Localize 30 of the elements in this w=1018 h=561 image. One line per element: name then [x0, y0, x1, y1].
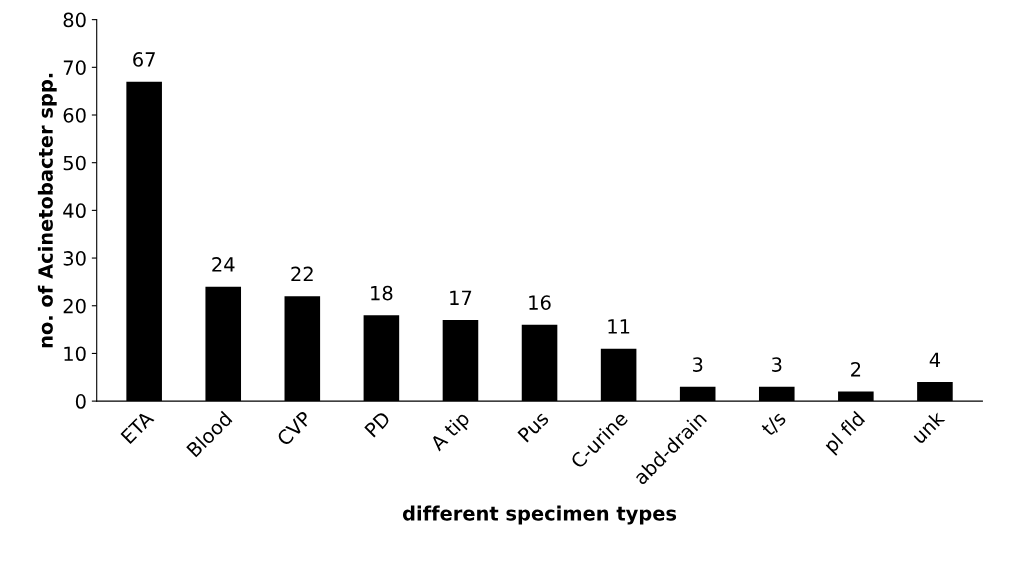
y-tick-label: 40	[63, 203, 86, 219]
x-tick-label: ETA	[120, 409, 155, 444]
x-axis-title: different specimen types	[402, 505, 677, 525]
data-label: 22	[291, 266, 313, 282]
data-label: 3	[772, 357, 782, 372]
data-label: 18	[371, 285, 393, 301]
y-tick-label: 60	[63, 107, 86, 123]
x-tick-label: CVP	[276, 410, 313, 447]
data-label: 11	[608, 319, 630, 334]
y-axis-title: no. of Acinetobacter spp.	[37, 73, 57, 348]
data-label: 24	[212, 257, 235, 272]
x-tick-label: A tip	[428, 410, 474, 455]
data-label: 17	[450, 290, 472, 305]
y-tick-label: 30	[63, 251, 86, 266]
data-label: 16	[529, 295, 551, 310]
data-label: 67	[133, 52, 155, 67]
x-tick-label: unk	[910, 409, 946, 445]
y-tick-label: 10	[64, 346, 86, 362]
data-label: 3	[692, 357, 703, 372]
x-tick-label: Pus	[517, 410, 550, 443]
y-tick-label: 80	[63, 12, 86, 28]
x-tick-label: t/s	[760, 410, 788, 438]
data-label: 2	[851, 361, 861, 377]
x-tick-label: PD	[364, 410, 392, 438]
y-tick-label: 50	[63, 155, 86, 171]
y-tick-label: 70	[63, 60, 86, 75]
y-tick-label: 20	[63, 298, 86, 314]
data-label: 4	[929, 352, 941, 367]
y-tick-label: 0	[75, 394, 86, 409]
x-tick-label: pl fld	[822, 410, 868, 456]
